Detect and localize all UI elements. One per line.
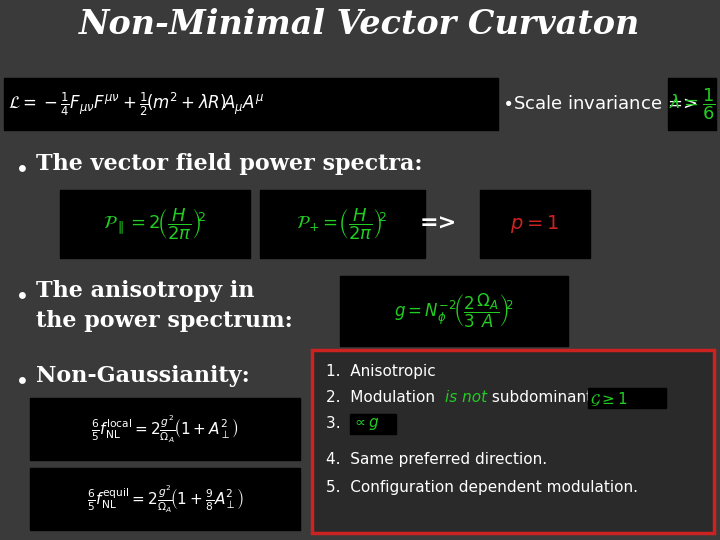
Bar xyxy=(30,398,300,460)
Text: $\bullet$: $\bullet$ xyxy=(14,155,27,179)
Bar xyxy=(312,350,714,533)
Bar xyxy=(480,190,590,258)
Text: $\mathcal{G}\geq 1$: $\mathcal{G}\geq 1$ xyxy=(590,390,628,408)
Text: Non-Minimal Vector Curvaton: Non-Minimal Vector Curvaton xyxy=(79,8,641,41)
Text: $\frac{6}{5}f_{\rm NL}^{\rm local}=2\frac{g^2}{\Omega_A}\!\left(1+A_{\perp}^2\ri: $\frac{6}{5}f_{\rm NL}^{\rm local}=2\fra… xyxy=(91,413,238,445)
Text: the power spectrum:: the power spectrum: xyxy=(36,310,293,332)
Text: $\mathcal{P}_{\parallel}=2\!\left(\dfrac{H}{2\pi}\right)^{\!\!2}$: $\mathcal{P}_{\parallel}=2\!\left(\dfrac… xyxy=(103,206,207,242)
Text: 2.  Modulation: 2. Modulation xyxy=(326,390,440,405)
Text: =>: => xyxy=(419,214,456,234)
Text: $\propto g$: $\propto g$ xyxy=(352,416,380,432)
Text: subdominant: subdominant xyxy=(487,390,597,405)
Bar xyxy=(260,190,425,258)
Text: $\mathcal{P}_{+}=\!\left(\dfrac{H}{2\pi}\right)^{\!\!2}$: $\mathcal{P}_{+}=\!\left(\dfrac{H}{2\pi}… xyxy=(297,206,387,242)
Text: $\bullet$: $\bullet$ xyxy=(14,282,27,306)
Bar xyxy=(4,78,498,130)
Text: 3.: 3. xyxy=(326,416,351,431)
Text: $p=1$: $p=1$ xyxy=(510,213,559,235)
Text: 5.  Configuration dependent modulation.: 5. Configuration dependent modulation. xyxy=(326,480,638,495)
Text: $\lambda=\dfrac{1}{6}$: $\lambda=\dfrac{1}{6}$ xyxy=(668,86,716,122)
Bar xyxy=(340,276,568,346)
Text: The anisotropy in: The anisotropy in xyxy=(36,280,254,302)
Text: The vector field power spectra:: The vector field power spectra: xyxy=(36,153,423,175)
Bar xyxy=(60,190,250,258)
Bar xyxy=(588,388,666,408)
Text: is not: is not xyxy=(445,390,487,405)
Bar xyxy=(350,414,396,434)
Text: $\bullet$Scale invariance =>: $\bullet$Scale invariance => xyxy=(502,95,697,113)
Bar xyxy=(30,468,300,530)
Bar xyxy=(668,78,716,130)
Text: Non-Gaussianity:: Non-Gaussianity: xyxy=(36,365,250,387)
Text: 4.  Same preferred direction.: 4. Same preferred direction. xyxy=(326,452,547,467)
Text: 1.  Anisotropic: 1. Anisotropic xyxy=(326,364,436,379)
Text: $\frac{6}{5}f_{\rm NL}^{\rm equil}=2\frac{g^2}{\Omega_A}\!\left(1+\frac{9}{8}A_{: $\frac{6}{5}f_{\rm NL}^{\rm equil}=2\fra… xyxy=(86,483,243,515)
Text: $g=N_{\phi}^{-2}\!\left(\dfrac{2}{3}\dfrac{\Omega_A}{A}\right)^{\!\!2}$: $g=N_{\phi}^{-2}\!\left(\dfrac{2}{3}\dfr… xyxy=(394,292,514,330)
Text: $\mathcal{L}=-\frac{1}{4}F_{\mu\nu}F^{\mu\nu}+\frac{1}{2}\!\left(m^2+\lambda R\r: $\mathcal{L}=-\frac{1}{4}F_{\mu\nu}F^{\m… xyxy=(8,90,264,118)
Text: $\bullet$: $\bullet$ xyxy=(14,367,27,391)
